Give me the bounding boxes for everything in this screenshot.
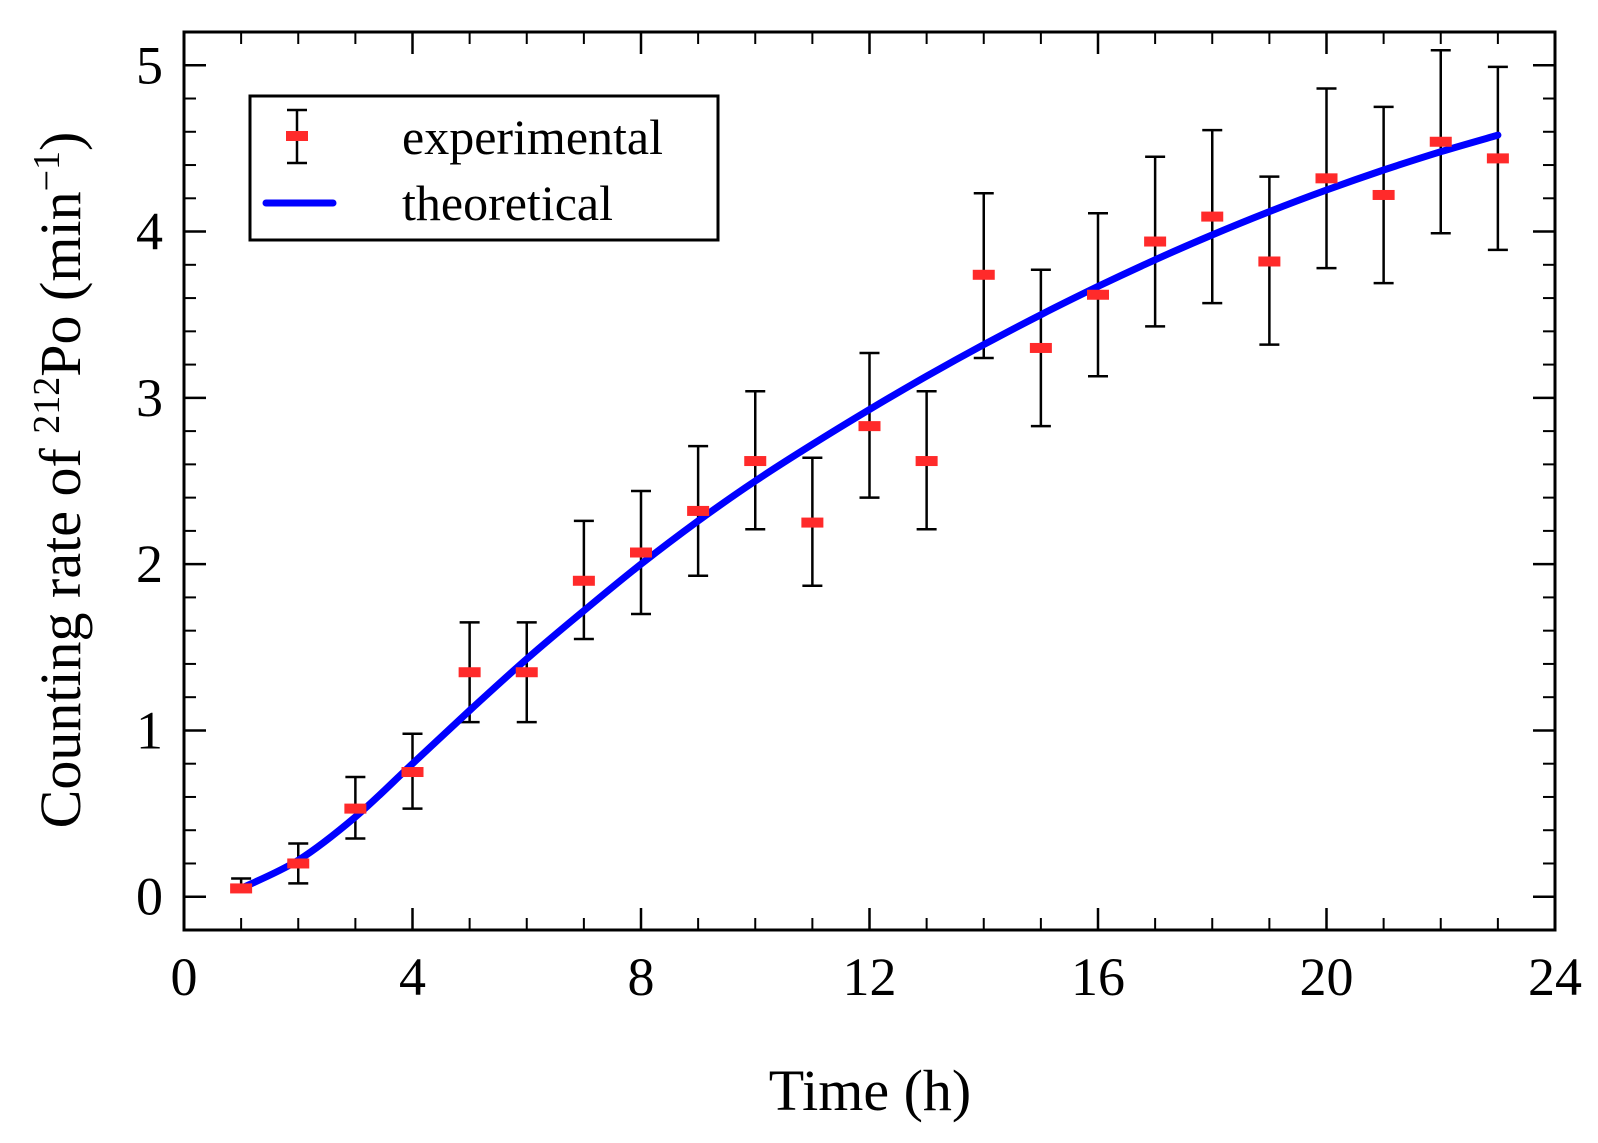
y-axis-title-unit-exp: −1	[26, 151, 68, 191]
y-tick-label: 4	[136, 202, 163, 262]
x-tick-labels: 0 4 8 12 16 20 24	[171, 947, 1583, 1007]
y-axis-title-unit-open: (min	[28, 191, 93, 315]
data-point	[344, 803, 367, 814]
y-axis-title-unit-close: )	[28, 132, 93, 151]
data-point	[1144, 236, 1167, 247]
y-tick-label: 3	[136, 368, 163, 428]
experimental-markers	[230, 136, 1509, 894]
x-tick-label: 0	[171, 947, 198, 1007]
data-point	[230, 883, 253, 894]
legend-experimental-marker	[286, 131, 308, 141]
y-tick-label: 0	[136, 867, 163, 927]
y-tick-labels: 0 1 2 3 4 5	[136, 35, 163, 926]
legend-box	[248, 94, 720, 242]
x-tick-label: 4	[399, 947, 426, 1007]
y-axis-title-isotope: 212	[26, 377, 68, 434]
y-axis-title: Counting rate of 212Po (min−1)	[26, 132, 93, 829]
data-point	[1315, 173, 1338, 184]
data-point	[1486, 153, 1509, 164]
data-point	[515, 667, 538, 678]
data-point	[287, 858, 310, 869]
legend-theoretical-label: theoretical	[402, 175, 613, 231]
data-point	[1029, 342, 1052, 353]
y-axis-title-element: Po	[28, 315, 93, 376]
data-point	[1258, 256, 1281, 267]
data-point	[630, 547, 652, 558]
data-point	[458, 667, 481, 678]
x-tick-label: 20	[1300, 947, 1354, 1007]
x-tick-label: 16	[1071, 947, 1125, 1007]
data-point	[972, 269, 995, 280]
x-tick-label: 24	[1528, 947, 1582, 1007]
legend: experimental theoretical	[248, 94, 720, 242]
data-point	[687, 505, 710, 516]
x-tick-label: 8	[628, 947, 655, 1007]
major-ticks	[184, 32, 1555, 930]
data-point	[801, 517, 824, 528]
data-point	[1087, 289, 1109, 300]
minor-ticks	[184, 32, 1555, 930]
legend-experimental-label: experimental	[402, 109, 663, 165]
y-tick-label: 5	[136, 35, 163, 95]
data-point	[572, 575, 595, 586]
x-tick-label: 12	[843, 947, 897, 1007]
y-axis-title-prefix: Counting rate of	[28, 434, 93, 829]
y-tick-label: 2	[136, 534, 163, 594]
y-tick-label: 1	[136, 700, 163, 760]
data-point	[858, 421, 881, 432]
data-point	[1201, 211, 1224, 222]
data-point	[1372, 189, 1395, 200]
data-point	[401, 767, 424, 778]
data-point	[915, 456, 938, 467]
theoretical-line	[237, 131, 1502, 892]
x-axis-title: Time (h)	[769, 1058, 972, 1123]
data-point	[744, 456, 767, 467]
data-point	[1429, 136, 1452, 147]
